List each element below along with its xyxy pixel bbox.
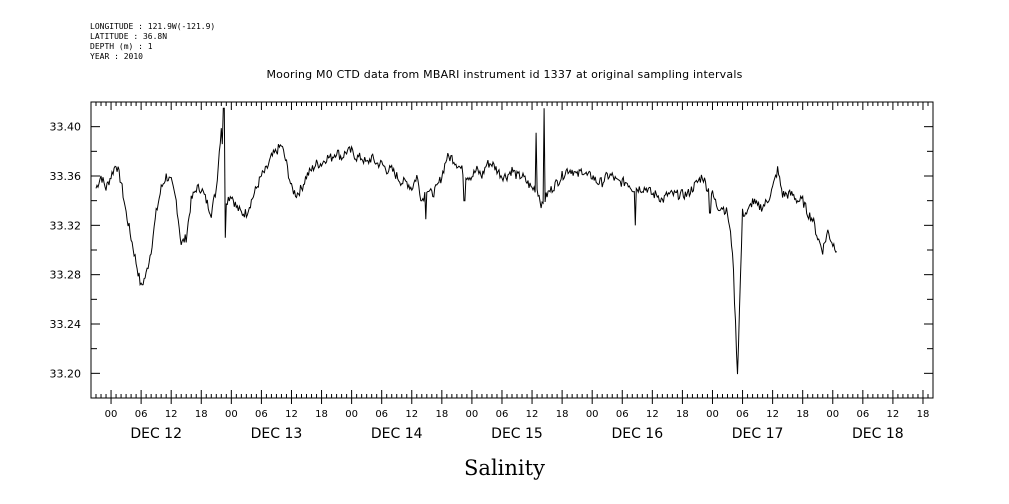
y-tick-label: 33.24 <box>50 318 82 331</box>
x-tick-label: 18 <box>315 409 328 420</box>
x-tick-label: 18 <box>796 409 809 420</box>
latitude-text: LATITUDE : 36.8N <box>90 32 168 41</box>
x-day-label: DEC 17 <box>732 426 784 442</box>
x-tick-label: 06 <box>375 409 388 420</box>
x-tick-label: 06 <box>135 409 148 420</box>
y-tick-label: 33.28 <box>50 269 82 282</box>
x-tick-label: 18 <box>676 409 689 420</box>
x-tick-label: 00 <box>586 409 599 420</box>
x-day-label: DEC 15 <box>491 426 543 442</box>
y-tick-label: 33.20 <box>50 367 82 380</box>
x-tick-label: 12 <box>887 409 900 420</box>
x-tick-label: 12 <box>766 409 779 420</box>
metadata-block: LONGITUDE : 121.9W(-121.9) LATITUDE : 36… <box>90 22 215 62</box>
x-tick-label: 06 <box>736 409 749 420</box>
x-tick-label: 18 <box>435 409 448 420</box>
x-tick-label: 18 <box>195 409 208 420</box>
x-tick-label: 00 <box>466 409 479 420</box>
x-day-label: DEC 16 <box>611 426 663 442</box>
chart-title: Mooring M0 CTD data from MBARI instrumen… <box>266 68 743 81</box>
x-tick-label: 12 <box>646 409 659 420</box>
x-tick-label: 06 <box>856 409 869 420</box>
x-tick-label: 06 <box>255 409 268 420</box>
x-tick-label: 00 <box>826 409 839 420</box>
x-tick-label: 06 <box>496 409 509 420</box>
x-tick-label: 00 <box>345 409 358 420</box>
x-day-label: DEC 12 <box>130 426 182 442</box>
x-tick-label: 18 <box>556 409 569 420</box>
x-tick-label: 12 <box>165 409 178 420</box>
x-tick-label: 12 <box>405 409 418 420</box>
x-tick-label: 00 <box>105 409 118 420</box>
x-day-label: DEC 18 <box>852 426 904 442</box>
salinity-series-line <box>95 107 838 375</box>
x-tick-label: 12 <box>285 409 298 420</box>
depth-text: DEPTH (m) : 1 <box>90 42 153 51</box>
x-tick-label: 12 <box>526 409 539 420</box>
y-tick-label: 33.40 <box>50 121 82 134</box>
plot-frame <box>90 101 934 399</box>
x-tick-label: 06 <box>616 409 629 420</box>
x-tick-label: 18 <box>917 409 930 420</box>
x-tick-label: 00 <box>706 409 719 420</box>
x-axis-label: Salinity <box>464 456 545 480</box>
x-day-label: DEC 13 <box>251 426 303 442</box>
x-day-label: DEC 14 <box>371 426 423 442</box>
longitude-text: LONGITUDE : 121.9W(-121.9) <box>90 22 216 31</box>
year-text: YEAR : 2010 <box>90 52 143 61</box>
x-tick-label: 00 <box>225 409 238 420</box>
y-tick-label: 33.36 <box>50 170 82 183</box>
y-tick-label: 33.32 <box>50 219 82 232</box>
